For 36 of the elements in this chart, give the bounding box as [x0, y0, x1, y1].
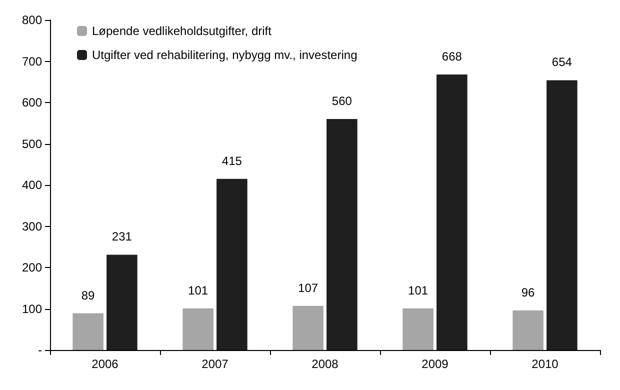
y-tick-label: -: [38, 343, 42, 357]
data-label: 668: [442, 49, 462, 64]
bar: [546, 80, 578, 350]
y-tick-label: 300: [22, 219, 42, 234]
y-tick-label: 700: [22, 54, 42, 68]
bar: [326, 119, 358, 350]
bar: [216, 178, 248, 350]
y-tick-label: 600: [22, 96, 42, 110]
x-tick-label: 2008: [312, 357, 339, 371]
data-label: 415: [222, 154, 242, 168]
x-tick-label: 2007: [202, 357, 229, 371]
y-tick-label: 200: [22, 260, 42, 274]
data-label: 96: [521, 285, 536, 300]
bar: [72, 313, 104, 350]
legend-label: Utgifter ved rehabilitering, nybygg mv., investering: [92, 48, 358, 62]
y-tick-label: 400: [22, 178, 42, 192]
bar: [402, 308, 434, 350]
bar: [292, 306, 324, 350]
y-tick-label: 800: [22, 13, 42, 27]
data-label: 231: [112, 230, 132, 244]
data-label: 89: [81, 288, 96, 302]
data-label: 101: [188, 283, 208, 298]
y-tick-label: 500: [22, 136, 42, 151]
x-tick-label: 2009: [422, 357, 449, 371]
x-tick-label: 2006: [92, 357, 119, 371]
data-label: 560: [332, 94, 352, 108]
bar: [182, 308, 214, 350]
bar: [106, 254, 138, 350]
data-label: 654: [552, 55, 572, 70]
bar: [512, 310, 544, 350]
legend-label: Løpende vedlikeholdsutgifter, drift: [92, 24, 272, 38]
y-tick-label: 100: [22, 302, 42, 316]
data-label: 101: [408, 283, 428, 298]
bar: [436, 74, 468, 350]
data-label: 107: [298, 280, 318, 295]
x-tick-label: 2010: [532, 357, 559, 371]
